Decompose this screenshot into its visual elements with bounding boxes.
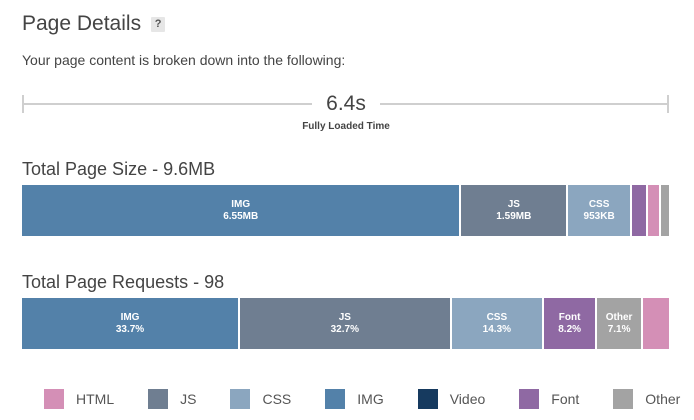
page-requests-title: Total Page Requests - 98 — [22, 272, 225, 292]
fully-loaded-time-label: Fully Loaded Time — [302, 121, 390, 132]
page-size-segment-js[interactable]: JS 1.59MB — [461, 185, 569, 236]
page-requests-segment-value: 33.7% — [115, 323, 145, 335]
legend-label: CSS — [262, 391, 292, 407]
page-requests-segment-css[interactable]: CSS 14.3% — [451, 298, 545, 349]
legend-label: JS — [180, 391, 197, 407]
page-size-bar: IMG 6.55MB JS 1.59MB CSS 953KB — [22, 185, 669, 236]
page-size-segment-value: 1.59MB — [496, 210, 532, 222]
legend-swatch — [44, 389, 64, 409]
intro-text: Your page content is broken down into th… — [22, 52, 346, 68]
page-size-segment-html[interactable] — [648, 185, 661, 236]
legend-label: Font — [551, 391, 580, 407]
page-requests-segment-value: 7.1% — [607, 323, 631, 335]
legend-item-html: HTML — [44, 389, 114, 409]
legend-swatch — [613, 389, 634, 409]
page-size-segment-label: JS — [507, 198, 520, 210]
page-size-title: Total Page Size - 9.6MB — [22, 159, 216, 179]
page-requests-segment-value: 8.2% — [558, 323, 582, 335]
page-requests-segment-label: IMG — [120, 311, 140, 323]
legend-label: IMG — [357, 391, 384, 407]
help-icon[interactable]: ? — [151, 16, 166, 32]
page-requests-segment-label: JS — [338, 311, 351, 323]
page-size-segment-label: IMG — [231, 198, 251, 210]
timeline-line-right — [380, 103, 669, 105]
page-requests-segment-other[interactable]: Other 7.1% — [597, 298, 644, 349]
legend-swatch — [148, 389, 169, 409]
page-requests-segment-value: 32.7% — [330, 323, 359, 335]
fully-loaded-time-value: 6.4s — [326, 92, 366, 115]
timeline-end-cap — [667, 95, 669, 113]
page-size-segment-other[interactable] — [660, 185, 669, 236]
page-size-segment-img[interactable]: IMG 6.55MB — [22, 185, 462, 236]
page-title: Page Details — [22, 12, 142, 35]
legend-item-other: Other — [613, 389, 680, 409]
page-requests-segment-js[interactable]: JS 32.7% — [240, 298, 452, 349]
page-requests-segment-label: Font — [558, 311, 581, 323]
legend-label: Video — [449, 391, 486, 407]
legend-swatch — [325, 389, 346, 409]
legend-item-css: CSS — [230, 389, 291, 409]
page-size-segment-value: 6.55MB — [223, 210, 259, 222]
page-requests-segment-label: Other — [605, 311, 633, 323]
fully-loaded-timeline: 6.4s Fully Loaded Time — [22, 92, 669, 133]
legend-label: Other — [645, 391, 681, 407]
legend: HTML JS CSS IMG Video Font Other — [44, 389, 680, 409]
legend-swatch — [230, 389, 251, 409]
legend-swatch — [519, 389, 540, 409]
page-size-segment-css[interactable]: CSS 953KB — [568, 185, 633, 236]
page-requests-segment-html[interactable] — [643, 298, 669, 349]
page-requests-bar: IMG 33.7% JS 32.7% CSS 14.3% Font 8.2% Other 7.1% — [22, 298, 669, 349]
page-requests-segment-value: 14.3% — [482, 323, 512, 335]
legend-swatch — [417, 389, 438, 409]
legend-item-img: IMG — [325, 389, 384, 409]
page-requests-segment-img[interactable]: IMG 33.7% — [22, 298, 241, 349]
page-requests-segment-label: CSS — [486, 311, 508, 323]
legend-item-video: Video — [417, 389, 486, 409]
legend-label: HTML — [76, 391, 115, 407]
page-details-header: Page Details ? — [22, 12, 166, 36]
timeline-line-left — [22, 103, 312, 105]
page-size-segment-label: CSS — [588, 198, 610, 210]
page-size-segment-value: 953KB — [583, 210, 615, 222]
legend-item-font: Font — [519, 389, 579, 409]
page-requests-segment-font[interactable]: Font 8.2% — [544, 298, 598, 349]
page-size-segment-font[interactable] — [632, 185, 649, 236]
legend-item-js: JS — [148, 389, 196, 409]
